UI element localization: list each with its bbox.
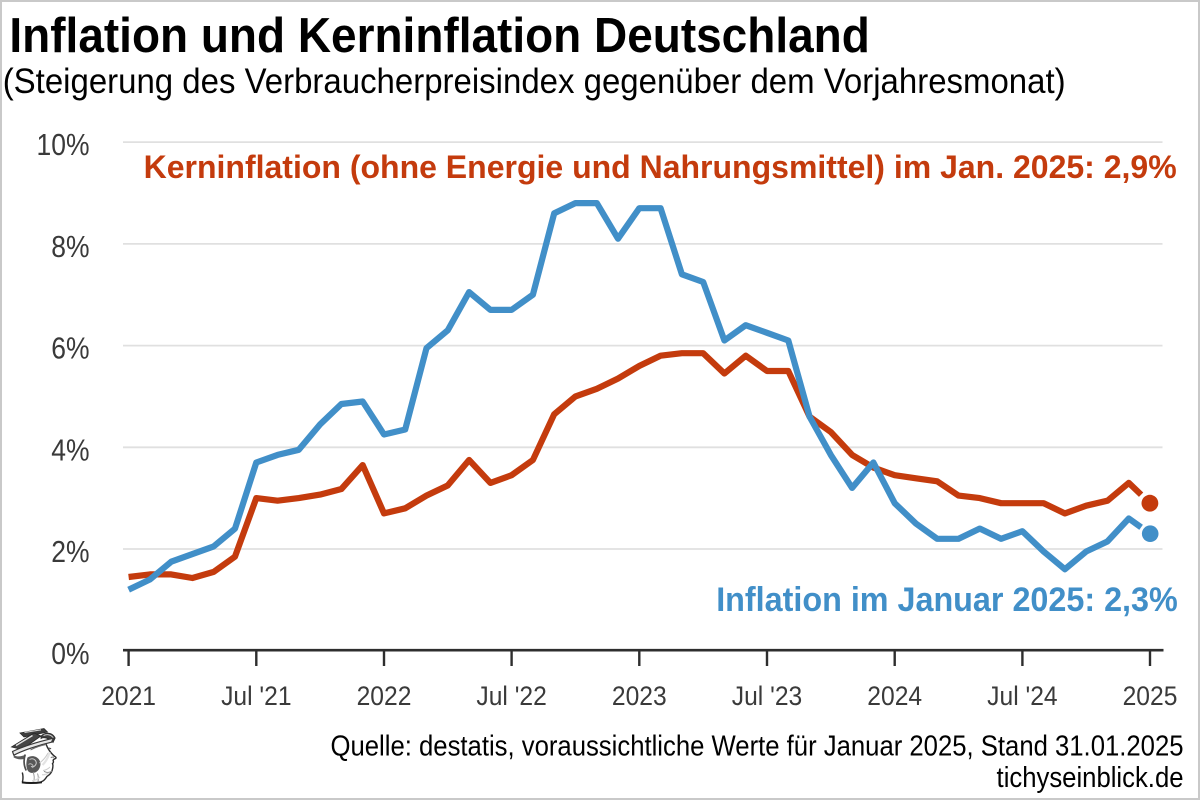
svg-text:2%: 2%	[51, 536, 89, 570]
svg-text:Inflation und Kerninflation De: Inflation und Kerninflation Deutschland	[9, 9, 869, 64]
svg-text:(Steigerung des Verbraucherpre: (Steigerung des Verbraucherpreisindex ge…	[3, 62, 1066, 101]
svg-text:4%: 4%	[51, 434, 89, 468]
svg-text:10%: 10%	[37, 128, 90, 162]
svg-text:2025: 2025	[1123, 682, 1178, 711]
svg-text:2023: 2023	[612, 682, 667, 711]
svg-text:2021: 2021	[101, 682, 156, 711]
svg-text:Kerninflation (ohne Energie un: Kerninflation (ohne Energie und Nahrungs…	[144, 149, 1177, 185]
svg-text:Quelle: destatis, voraussichtl: Quelle: destatis, voraussichtliche Werte…	[331, 729, 1184, 762]
svg-text:2022: 2022	[357, 682, 412, 711]
svg-text:8%: 8%	[51, 230, 89, 264]
svg-text:6%: 6%	[51, 332, 89, 366]
svg-text:Jul '24: Jul '24	[987, 682, 1057, 711]
svg-text:2024: 2024	[867, 682, 922, 711]
svg-text:tichyseinblick.de: tichyseinblick.de	[997, 761, 1184, 794]
svg-text:Inflation im Januar 2025: 2,3%: Inflation im Januar 2025: 2,3%	[716, 581, 1178, 619]
svg-text:0%: 0%	[51, 637, 89, 671]
svg-text:Jul '21: Jul '21	[221, 682, 291, 711]
svg-text:Jul '22: Jul '22	[476, 682, 546, 711]
svg-text:Jul '23: Jul '23	[732, 682, 802, 711]
